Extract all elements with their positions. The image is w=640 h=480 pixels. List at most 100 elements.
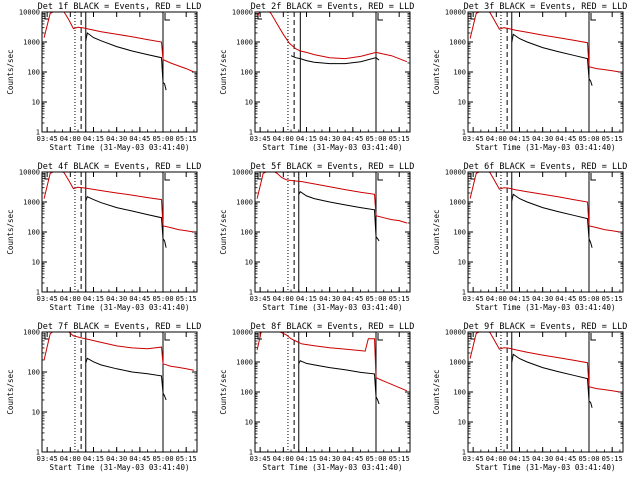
x-axis-label: Start Time (31-May-03 03:41:40) bbox=[50, 303, 190, 312]
y-tick-label: 1000 bbox=[236, 199, 253, 207]
plot-title: Det 9f BLACK = Events, RED = LLD bbox=[464, 322, 628, 332]
x-tick-label: 04:00 bbox=[273, 455, 294, 463]
detector-plot: Det 1f BLACK = Events, RED = LLD Start Ti… bbox=[6, 2, 201, 152]
x-tick-label: 05:15 bbox=[389, 295, 410, 303]
series-line-black-events bbox=[511, 353, 593, 408]
x-axis-label: Start Time (31-May-03 03:41:40) bbox=[476, 143, 616, 152]
x-tick-label: 04:30 bbox=[319, 455, 340, 463]
x-tick-label: 03:45 bbox=[37, 295, 58, 303]
x-tick-label: 05:15 bbox=[176, 295, 197, 303]
plot-title: Det 1f BLACK = Events, RED = LLD bbox=[38, 2, 202, 12]
x-tick-label: 04:45 bbox=[342, 295, 363, 303]
series-line-red-lld bbox=[256, 12, 408, 63]
interval-bracket bbox=[470, 13, 475, 20]
y-tick-label: 100 bbox=[240, 389, 253, 397]
x-tick-label: 05:00 bbox=[152, 135, 173, 143]
interval-bracket bbox=[44, 333, 49, 340]
series-line-black-events bbox=[85, 357, 167, 401]
plot-frame bbox=[41, 11, 198, 133]
x-tick-label: 04:15 bbox=[296, 295, 317, 303]
y-tick-label: 10 bbox=[458, 99, 466, 107]
y-tick-label: 1 bbox=[249, 289, 253, 297]
y-tick-label: 100 bbox=[27, 369, 40, 377]
series-line-black-events bbox=[85, 196, 167, 248]
x-tick-label: 04:15 bbox=[296, 455, 317, 463]
plot-frame bbox=[41, 331, 198, 453]
interval-bracket bbox=[164, 333, 171, 341]
y-tick-label: 1000 bbox=[236, 359, 253, 367]
x-tick-label: 04:00 bbox=[60, 455, 81, 463]
interval-bracket bbox=[470, 333, 475, 340]
series-line-red-lld bbox=[469, 172, 620, 233]
interval-bracket bbox=[164, 13, 171, 21]
x-tick-label: 05:00 bbox=[152, 455, 173, 463]
y-tick-label: 10000 bbox=[445, 9, 466, 17]
x-tick-label: 04:15 bbox=[509, 295, 530, 303]
x-tick-label: 03:45 bbox=[250, 455, 271, 463]
x-tick-label: 05:00 bbox=[578, 455, 599, 463]
interval-bracket bbox=[44, 13, 49, 20]
detector-plot: Det 3f BLACK = Events, RED = LLD Start Ti… bbox=[432, 2, 627, 152]
y-tick-label: 10 bbox=[32, 259, 40, 267]
x-tick-label: 03:45 bbox=[37, 455, 58, 463]
y-tick-label: 10 bbox=[245, 419, 253, 427]
x-tick-label: 04:30 bbox=[106, 135, 127, 143]
x-tick-label: 04:45 bbox=[129, 295, 150, 303]
x-tick-label: 05:00 bbox=[578, 135, 599, 143]
y-tick-label: 10 bbox=[245, 99, 253, 107]
series-line-black-events bbox=[298, 190, 380, 242]
x-tick-label: 03:45 bbox=[250, 135, 271, 143]
x-axis-label: Start Time (31-May-03 03:41:40) bbox=[263, 143, 403, 152]
x-tick-label: 04:45 bbox=[129, 135, 150, 143]
interval-bracket bbox=[44, 173, 49, 180]
x-axis-label: Start Time (31-May-03 03:41:40) bbox=[50, 463, 190, 472]
interval-bracket bbox=[257, 173, 262, 180]
x-tick-label: 03:45 bbox=[250, 295, 271, 303]
x-tick-label: 04:15 bbox=[296, 135, 317, 143]
plot-title: Det 3f BLACK = Events, RED = LLD bbox=[464, 2, 628, 12]
x-tick-label: 04:00 bbox=[486, 455, 507, 463]
y-tick-label: 100 bbox=[453, 389, 466, 397]
y-tick-label: 1 bbox=[249, 129, 253, 137]
x-tick-label: 05:15 bbox=[389, 455, 410, 463]
series-line-black-events bbox=[298, 360, 380, 405]
y-tick-label: 1000 bbox=[449, 199, 466, 207]
y-tick-label: 1 bbox=[462, 449, 466, 457]
series-line-red-lld bbox=[469, 332, 620, 393]
y-tick-label: 100 bbox=[453, 229, 466, 237]
y-tick-label: 10000 bbox=[19, 9, 40, 17]
y-axis-label: Counts/sec bbox=[6, 209, 15, 254]
plot-title: Det 8f BLACK = Events, RED = LLD bbox=[251, 322, 415, 332]
plot-frame bbox=[467, 331, 624, 453]
y-tick-label: 10 bbox=[32, 409, 40, 417]
x-tick-label: 04:45 bbox=[555, 295, 576, 303]
interval-bracket bbox=[257, 333, 262, 340]
y-tick-label: 1 bbox=[36, 129, 40, 137]
y-tick-label: 10000 bbox=[445, 329, 466, 337]
x-axis-label: Start Time (31-May-03 03:41:40) bbox=[263, 463, 403, 472]
y-axis-label: Counts/sec bbox=[432, 49, 441, 94]
y-tick-label: 10000 bbox=[232, 329, 253, 337]
x-tick-label: 04:30 bbox=[532, 135, 553, 143]
x-tick-label: 05:00 bbox=[365, 135, 386, 143]
x-tick-label: 04:15 bbox=[83, 455, 104, 463]
x-axis-label: Start Time (31-May-03 03:41:40) bbox=[476, 303, 616, 312]
interval-bracket bbox=[590, 333, 597, 341]
y-tick-label: 10 bbox=[458, 259, 466, 267]
y-axis-label: Counts/sec bbox=[219, 209, 228, 254]
x-tick-label: 05:15 bbox=[602, 455, 623, 463]
series-line-red-lld bbox=[256, 332, 408, 392]
x-axis-label: Start Time (31-May-03 03:41:40) bbox=[50, 143, 190, 152]
x-tick-label: 04:00 bbox=[60, 135, 81, 143]
plot-title: Det 6f BLACK = Events, RED = LLD bbox=[464, 162, 628, 172]
x-tick-label: 05:00 bbox=[365, 295, 386, 303]
plot-title: Det 7f BLACK = Events, RED = LLD bbox=[38, 322, 202, 332]
y-tick-label: 100 bbox=[27, 229, 40, 237]
y-tick-label: 10000 bbox=[232, 9, 253, 17]
x-tick-label: 05:00 bbox=[365, 455, 386, 463]
y-tick-label: 100 bbox=[240, 69, 253, 77]
plot-frame bbox=[467, 11, 624, 133]
y-axis-label: Counts/sec bbox=[219, 49, 228, 94]
y-tick-label: 10000 bbox=[19, 169, 40, 177]
x-tick-label: 04:45 bbox=[555, 455, 576, 463]
